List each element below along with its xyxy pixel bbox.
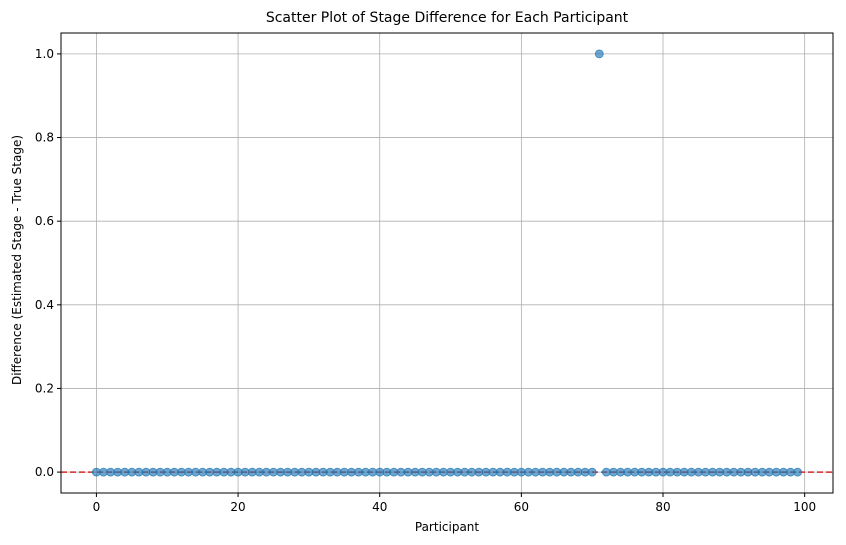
x-tick-label: 80 [655, 500, 670, 514]
y-tick-label: 0.8 [35, 131, 54, 145]
y-axis-label: Difference (Estimated Stage - True Stage… [10, 135, 24, 385]
y-tick-label: 0.0 [35, 465, 54, 479]
x-axis-label: Participant [415, 520, 480, 534]
data-point [594, 49, 604, 59]
scatter-points [92, 49, 802, 477]
data-point [587, 467, 597, 477]
x-tick-label: 40 [372, 500, 387, 514]
y-tick-label: 0.6 [35, 214, 54, 228]
plot-frame [60, 32, 834, 494]
y-tick-label: 0.4 [35, 298, 54, 312]
x-axis-ticks: 0 20 40 60 80 100 [93, 493, 816, 514]
x-tick-label: 60 [514, 500, 529, 514]
x-tick-label: 100 [793, 500, 816, 514]
x-tick-label: 0 [93, 500, 101, 514]
chart-title: Scatter Plot of Stage Difference for Eac… [266, 10, 629, 26]
y-axis-ticks: 0.0 0.2 0.4 0.6 0.8 1.0 [35, 47, 61, 479]
data-point [793, 467, 802, 477]
y-tick-label: 0.2 [35, 381, 54, 395]
x-tick-label: 20 [230, 500, 245, 514]
y-tick-label: 1.0 [35, 47, 54, 61]
